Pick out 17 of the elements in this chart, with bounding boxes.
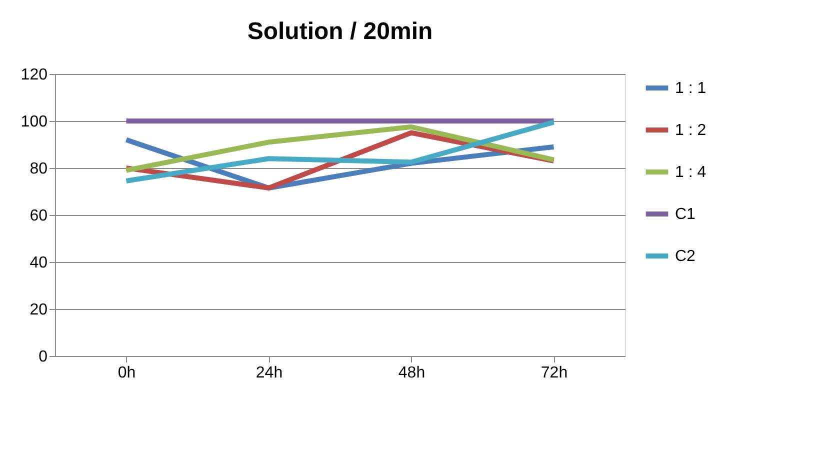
- legend-label: C1: [675, 206, 696, 223]
- y-tick-label: 0: [38, 348, 48, 366]
- y-tick-label: 60: [30, 208, 48, 224]
- chart-title: Solution / 20min: [247, 18, 433, 45]
- y-tick-label: 100: [20, 114, 48, 130]
- y-tick-label: 80: [30, 160, 48, 178]
- y-tick-label: 20: [30, 302, 48, 318]
- x-tick-label: 0h: [118, 364, 136, 382]
- x-tick-label: 48h: [398, 364, 426, 382]
- legend-label: 1 : 4: [675, 164, 706, 181]
- y-tick-label: 120: [20, 66, 48, 84]
- x-tick-label: 72h: [540, 364, 568, 382]
- x-tick-label: 24h: [256, 364, 283, 382]
- legend-label: 1 : 1: [675, 80, 706, 97]
- y-tick-label: 40: [30, 254, 48, 272]
- legend-label: 1 : 2: [675, 122, 706, 139]
- legend-label: C2: [675, 248, 696, 265]
